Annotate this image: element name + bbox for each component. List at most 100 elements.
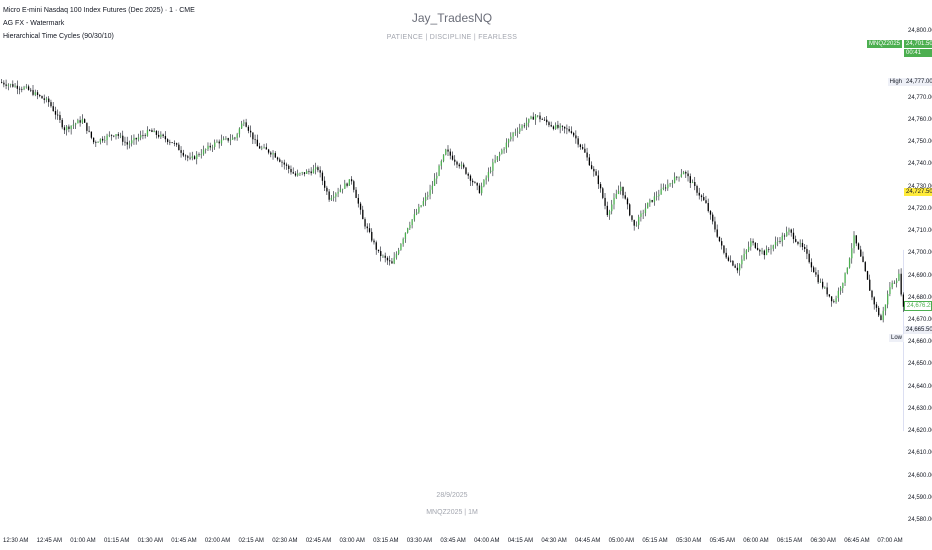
candle-down — [290, 168, 292, 173]
candle-down — [292, 172, 294, 174]
candle-down — [276, 157, 279, 160]
candle-down — [815, 272, 817, 275]
candle-down — [546, 119, 548, 123]
candle-up — [420, 205, 422, 207]
candle-down — [595, 171, 597, 176]
candle-up — [153, 130, 155, 132]
candle-down — [117, 134, 119, 136]
candle-up — [133, 137, 135, 141]
candle-down — [350, 179, 353, 182]
candle-down — [685, 172, 687, 174]
candle-up — [896, 280, 898, 283]
candle-down — [180, 150, 182, 153]
candle-down — [79, 120, 81, 123]
candle-up — [70, 125, 72, 129]
candle-down — [588, 157, 591, 166]
time-tick: 05:00 AM — [608, 538, 635, 544]
candle-up — [608, 211, 611, 216]
time-tick: 12:30 AM — [3, 538, 29, 544]
candle-up — [492, 162, 494, 171]
candle-up — [555, 124, 557, 129]
candle-up — [341, 188, 344, 190]
candle-down — [472, 180, 474, 183]
candle-down — [281, 161, 283, 163]
candle-down — [346, 183, 348, 186]
candle-down — [593, 168, 595, 172]
candle-down — [30, 89, 32, 91]
candle-up — [382, 255, 384, 257]
legend-indicator-cycles[interactable]: Hierarchical Time Cycles (90/30/10) — [3, 33, 114, 40]
candle-down — [550, 125, 552, 127]
candle-up — [617, 190, 620, 194]
candle-up — [761, 250, 763, 252]
candle-down — [359, 203, 362, 210]
candle-down — [124, 141, 126, 143]
candle-up — [402, 239, 404, 245]
candle-up — [119, 135, 122, 137]
time-tick: 06:15 AM — [776, 538, 803, 544]
candle-up — [824, 287, 826, 289]
candle-down — [142, 135, 144, 136]
time-tick: 01:45 AM — [171, 538, 197, 544]
candle-down — [817, 274, 819, 283]
candle-up — [202, 149, 205, 155]
price-tick: 24,610.00 — [908, 450, 932, 457]
candle-down — [577, 138, 579, 145]
time-tick: 06:45 AM — [844, 538, 870, 544]
candle-up — [530, 116, 532, 119]
candle-down — [689, 176, 691, 183]
candle-down — [373, 240, 375, 243]
candle-down — [709, 211, 712, 215]
candle-down — [871, 290, 873, 298]
candle-down — [57, 114, 59, 116]
candle-down — [548, 122, 550, 126]
candle-up — [691, 182, 694, 183]
candle-up — [882, 310, 884, 321]
candle-down — [158, 134, 160, 137]
candle-up — [332, 196, 335, 198]
candle-up — [891, 282, 893, 288]
candle-up — [739, 264, 741, 271]
candle-up — [528, 118, 530, 123]
candle-down — [317, 167, 319, 171]
price-chart[interactable] — [0, 0, 904, 530]
candle-down — [463, 164, 465, 168]
candle-down — [90, 131, 93, 138]
candle-up — [214, 142, 216, 147]
high-price-tag: 24,777.00 — [904, 78, 932, 87]
candle-up — [45, 98, 48, 100]
time-tick: 05:45 AM — [709, 538, 735, 544]
candle-down — [59, 115, 61, 120]
candle-down — [288, 165, 290, 169]
candle-up — [312, 169, 315, 174]
candle-up — [200, 154, 202, 156]
price-tick: 24,690.00 — [908, 272, 932, 279]
candle-down — [893, 282, 896, 284]
candle-down — [173, 142, 176, 144]
candle-up — [498, 153, 501, 157]
candle-down — [561, 125, 564, 127]
candle-down — [570, 131, 573, 133]
candle-down — [357, 197, 359, 204]
candle-up — [635, 225, 638, 226]
candle-up — [207, 145, 209, 150]
candle-down — [187, 156, 189, 158]
candle-up — [128, 143, 131, 145]
candle-down — [808, 253, 810, 263]
legend-indicator-watermark[interactable]: AG FX - Watermark — [3, 20, 65, 27]
legend-symbol[interactable]: Micro E-mini Nasdaq 100 Index Futures (D… — [3, 7, 195, 14]
candle-down — [716, 229, 718, 237]
price-tick: 24,620.00 — [908, 428, 932, 435]
candle-up — [653, 196, 656, 202]
candle-up — [272, 153, 274, 155]
candle-down — [391, 261, 393, 264]
price-tick: 24,670.00 — [908, 316, 932, 323]
candle-down — [265, 147, 267, 150]
candle-down — [532, 116, 534, 120]
candle-down — [389, 260, 391, 262]
candle-up — [261, 147, 263, 149]
time-axis[interactable]: 12:30 AM 12:45 AM 01:00 AM 01:15 AM 01:30 AM… — [0, 530, 904, 550]
candle-down — [698, 192, 700, 196]
candle-up — [786, 231, 788, 237]
price-tick: 24,750.00 — [908, 139, 932, 146]
